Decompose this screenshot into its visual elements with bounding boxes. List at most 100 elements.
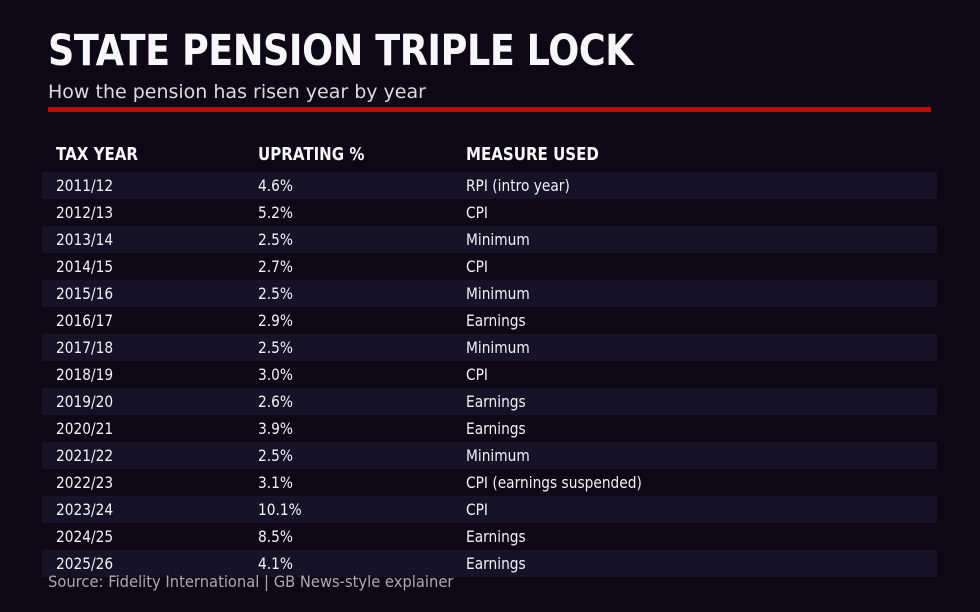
- table-row: 2024/25 8.5% Earnings: [42, 523, 937, 550]
- cell-measure: Minimum: [452, 230, 937, 249]
- cell-tax-year-text: 2023/24: [56, 500, 114, 519]
- cell-measure-text: CPI: [466, 203, 488, 222]
- cell-tax-year: 2025/26: [42, 554, 244, 573]
- cell-uprating-text: 2.5%: [258, 284, 293, 303]
- pension-table: TAX YEAR UPRATING % MEASURE USED 2011/12…: [42, 138, 937, 577]
- cell-uprating-text: 3.1%: [258, 473, 293, 492]
- table-row: 2017/18 2.5% Minimum: [42, 334, 937, 361]
- table-row: 2018/19 3.0% CPI: [42, 361, 937, 388]
- cell-measure: CPI: [452, 500, 937, 519]
- cell-tax-year-text: 2021/22: [56, 446, 114, 465]
- table-row: 2023/24 10.1% CPI: [42, 496, 937, 523]
- cell-tax-year: 2017/18: [42, 338, 244, 357]
- cell-measure-text: Earnings: [466, 392, 526, 411]
- cell-uprating-text: 3.0%: [258, 365, 293, 384]
- table-row: 2013/14 2.5% Minimum: [42, 226, 937, 253]
- cell-tax-year-text: 2022/23: [56, 473, 114, 492]
- cell-tax-year: 2023/24: [42, 500, 244, 519]
- cell-uprating-text: 5.2%: [258, 203, 293, 222]
- cell-uprating-text: 4.6%: [258, 176, 293, 195]
- table-row: 2022/23 3.1% CPI (earnings suspended): [42, 469, 937, 496]
- cell-uprating-text: 2.9%: [258, 311, 293, 330]
- cell-measure-text: CPI: [466, 257, 488, 276]
- cell-measure-text: Minimum: [466, 230, 530, 249]
- page-title: STATE PENSION TRIPLE LOCK: [48, 26, 634, 76]
- cell-uprating: 8.5%: [244, 527, 452, 546]
- cell-measure: CPI (earnings suspended): [452, 473, 937, 492]
- cell-tax-year-text: 2018/19: [56, 365, 114, 384]
- cell-measure-text: CPI: [466, 500, 488, 519]
- cell-tax-year: 2024/25: [42, 527, 244, 546]
- cell-uprating-text: 10.1%: [258, 500, 302, 519]
- cell-tax-year-text: 2024/25: [56, 527, 114, 546]
- cell-measure-text: CPI (earnings suspended): [466, 473, 642, 492]
- table-row: 2015/16 2.5% Minimum: [42, 280, 937, 307]
- cell-uprating: 4.6%: [244, 176, 452, 195]
- cell-tax-year: 2020/21: [42, 419, 244, 438]
- cell-measure: Earnings: [452, 527, 937, 546]
- cell-uprating: 5.2%: [244, 203, 452, 222]
- cell-tax-year: 2015/16: [42, 284, 244, 303]
- cell-tax-year-text: 2025/26: [56, 554, 114, 573]
- cell-measure: Earnings: [452, 554, 937, 573]
- cell-tax-year: 2022/23: [42, 473, 244, 492]
- cell-uprating: 2.5%: [244, 338, 452, 357]
- cell-measure-text: Minimum: [466, 338, 530, 357]
- cell-uprating-text: 2.7%: [258, 257, 293, 276]
- table-row: 2021/22 2.5% Minimum: [42, 442, 937, 469]
- cell-tax-year: 2016/17: [42, 311, 244, 330]
- table-row: 2016/17 2.9% Earnings: [42, 307, 937, 334]
- cell-tax-year-text: 2012/13: [56, 203, 114, 222]
- cell-uprating-text: 3.9%: [258, 419, 293, 438]
- cell-tax-year-text: 2017/18: [56, 338, 114, 357]
- cell-tax-year: 2012/13: [42, 203, 244, 222]
- cell-tax-year-text: 2016/17: [56, 311, 114, 330]
- cell-tax-year: 2019/20: [42, 392, 244, 411]
- cell-tax-year: 2013/14: [42, 230, 244, 249]
- page-subtitle: How the pension has risen year by year: [48, 81, 426, 103]
- cell-tax-year-text: 2011/12: [56, 176, 114, 195]
- cell-uprating-text: 2.5%: [258, 230, 293, 249]
- cell-uprating: 2.5%: [244, 284, 452, 303]
- cell-measure: Minimum: [452, 338, 937, 357]
- cell-uprating-text: 4.1%: [258, 554, 293, 573]
- cell-uprating-text: 2.5%: [258, 446, 293, 465]
- cell-measure-text: Earnings: [466, 311, 526, 330]
- table-body: 2011/12 4.6% RPI (intro year) 2012/13 5.2% CP…: [42, 172, 937, 577]
- cell-measure-text: Earnings: [466, 554, 526, 573]
- cell-tax-year-text: 2013/14: [56, 230, 114, 249]
- cell-uprating: 2.9%: [244, 311, 452, 330]
- column-header-uprating: UPRATING %: [244, 145, 452, 165]
- cell-tax-year: 2021/22: [42, 446, 244, 465]
- table-row: 2025/26 4.1% Earnings: [42, 550, 937, 577]
- cell-measure: Earnings: [452, 392, 937, 411]
- cell-tax-year: 2014/15: [42, 257, 244, 276]
- cell-tax-year-text: 2019/20: [56, 392, 114, 411]
- cell-measure: Minimum: [452, 284, 937, 303]
- cell-measure: Minimum: [452, 446, 937, 465]
- cell-uprating: 3.1%: [244, 473, 452, 492]
- table-row: 2014/15 2.7% CPI: [42, 253, 937, 280]
- column-header-measure: MEASURE USED: [452, 145, 937, 165]
- accent-divider: [48, 107, 931, 112]
- cell-measure: CPI: [452, 257, 937, 276]
- column-header-tax-year: TAX YEAR: [42, 145, 244, 165]
- cell-uprating: 2.7%: [244, 257, 452, 276]
- cell-tax-year-text: 2015/16: [56, 284, 114, 303]
- cell-uprating: 10.1%: [244, 500, 452, 519]
- table-header-row: TAX YEAR UPRATING % MEASURE USED: [42, 138, 937, 172]
- cell-measure-text: Earnings: [466, 419, 526, 438]
- source-caption: Source: Fidelity International | GB News…: [48, 572, 454, 591]
- cell-measure: RPI (intro year): [452, 176, 937, 195]
- table-row: 2012/13 5.2% CPI: [42, 199, 937, 226]
- cell-measure: CPI: [452, 203, 937, 222]
- cell-measure-text: RPI (intro year): [466, 176, 570, 195]
- cell-tax-year: 2011/12: [42, 176, 244, 195]
- cell-tax-year-text: 2020/21: [56, 419, 114, 438]
- cell-uprating: 3.0%: [244, 365, 452, 384]
- cell-measure: CPI: [452, 365, 937, 384]
- table-row: 2019/20 2.6% Earnings: [42, 388, 937, 415]
- column-header-measure-text: MEASURE USED: [466, 145, 599, 165]
- cell-uprating-text: 2.5%: [258, 338, 293, 357]
